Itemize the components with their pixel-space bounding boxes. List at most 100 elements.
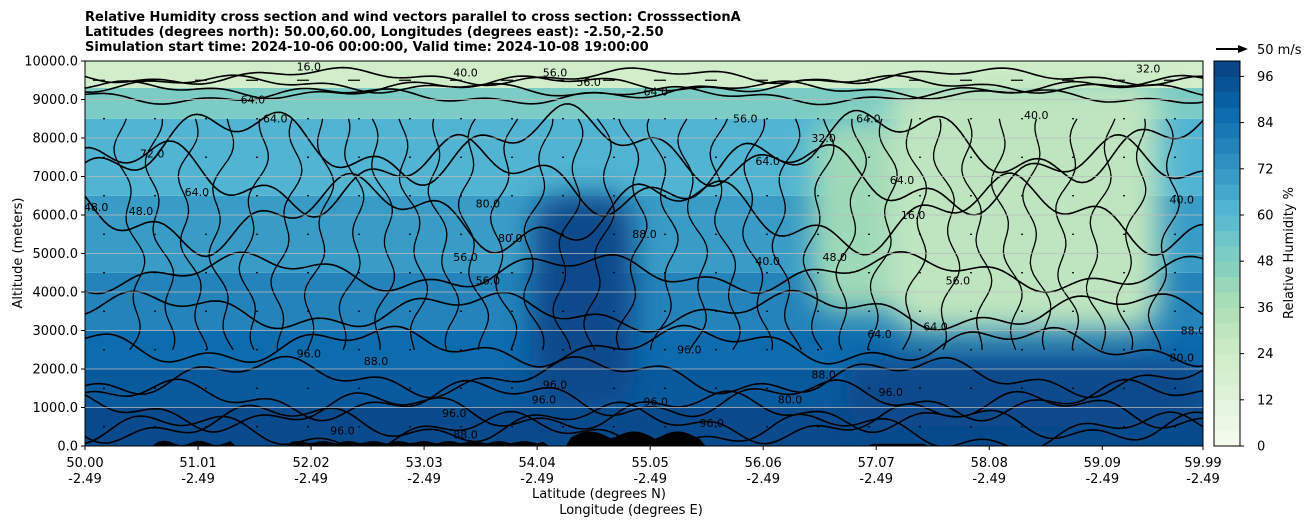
y-tick-label: 0.0 [57,440,78,455]
plume-contour [552,118,584,350]
contour-label: 64.0 [755,155,780,168]
colorbar-segment [1214,76,1240,93]
colorbar-tick-label: 96 [1257,70,1274,85]
contour-line [85,133,1203,218]
contour-label: 88.0 [632,228,657,241]
plume-contour [961,118,993,350]
y-tick-label: 2000.0 [33,363,79,378]
x-tick-label-lon: -2.49 [1085,472,1119,487]
contour-label: 96.0 [532,394,557,407]
colorbar-frame [1213,60,1241,447]
colorbar-segment [1214,184,1240,201]
contour-label: 96.0 [330,424,355,437]
colorbar-segment [1214,307,1240,324]
humidity-region [532,195,634,408]
contour-label: 48.0 [823,251,848,264]
plume-contour [1055,118,1080,350]
contour-label: 64.0 [867,328,892,341]
x-tick-label-lat: 53.03 [405,456,442,471]
contour-label: 96.0 [442,407,467,420]
wind-key: 50 m/s [1216,43,1302,58]
contour-label: 32.0 [1136,63,1161,76]
x-tick-label-lat: 52.02 [292,456,329,471]
contour-label: 96.0 [644,396,669,409]
colorbar-label: Relative Humidity % [1282,187,1297,319]
contour-label: 64.0 [241,93,266,106]
y-tick-label: 4000.0 [33,286,79,301]
colorbar-segment [1214,292,1240,308]
x-tick-label-lon: -2.49 [181,472,215,487]
x-axis-ticks: 50.00-2.4951.01-2.4952.02-2.4953.03-2.49… [66,446,1222,487]
colorbar-segment [1214,276,1240,293]
x-tick-label-lon: -2.49 [407,472,441,487]
plume-contour [427,118,460,350]
y-tick-label: 7000.0 [33,170,79,185]
contour-line [85,74,1203,94]
x-tick-label-lon: -2.49 [520,472,554,487]
contour-label: 56.0 [453,251,478,264]
contour-label: 88.0 [453,428,478,441]
contour-label: 16.0 [297,61,322,74]
plume-contour [677,118,709,351]
contour-line [85,172,1203,258]
plume-contour [457,118,490,350]
colorbar-tick-label: 72 [1257,162,1274,177]
colorbar-segment [1214,415,1240,432]
y-tick-label: 8000.0 [33,132,79,147]
contour-lines [85,66,1203,446]
wind-key-arrowhead [1238,45,1248,53]
colorbar-tick-label: 24 [1257,347,1274,362]
humidity-region [846,361,1203,427]
x-tick-label-lat: 54.04 [519,456,556,471]
colorbar [1214,61,1240,447]
x-tick-label-lat: 59.99 [1184,456,1221,471]
plume-contour [932,118,961,351]
x-axis-label: Latitude (degrees N) [532,487,666,502]
colorbar-segment [1214,384,1240,401]
plume-contour [523,118,554,350]
contour-label: 72.0 [140,147,165,160]
plume-contour [583,118,615,351]
colorbar-segment [1214,399,1240,416]
contour-label: 96.0 [699,417,724,430]
contour-label: 56.0 [543,66,568,79]
contour-labels: 16.0 40.0 56.0 64.0 56.0 64.0 64.0 72.0 48.0 48.0… [85,61,1206,441]
x-tick-label-lon: -2.49 [859,472,893,487]
colorbar-tick-label: 12 [1257,393,1274,408]
colorbar-segment [1214,138,1240,154]
contour-label: 96.0 [297,347,322,360]
contour-label: 64.0 [923,321,948,334]
y-tick-label: 3000.0 [33,324,79,339]
colorbar-segment [1214,168,1240,185]
contour-line [85,85,1203,106]
contour-label: 80.0 [498,232,523,245]
y-axis-label: Altitude (meters) [11,198,26,309]
x-axis-label-2: Longitude (degrees E) [559,503,703,518]
colorbar-segment [1214,61,1240,77]
contour-label: 40.0 [1169,193,1194,206]
colorbar-segment [1214,369,1240,385]
contour-label: 80.0 [1169,351,1194,364]
colorbar-segment [1214,122,1240,139]
contour-label: 64.0 [644,86,669,99]
plume-contour [398,118,429,350]
plume-contour [208,118,235,351]
plume-contour [144,118,176,351]
wind-key-label: 50 m/s [1257,43,1302,58]
contour-label: 56.0 [576,76,601,89]
contour-label: 80.0 [778,394,803,407]
chart-title-line-3: Simulation start time: 2024-10-06 00:00:… [85,40,649,55]
plume-contour [802,118,835,351]
contour-label: 32.0 [811,132,836,145]
plume-contour [371,118,396,350]
contour-label: 56.0 [476,274,501,287]
contour-label: 64.0 [890,174,915,187]
y-tick-label: 6000.0 [33,209,79,224]
colorbar-segment [1214,107,1240,124]
x-tick-label-lat: 57.07 [858,456,895,471]
contour-label: 88.0 [1181,324,1206,337]
grid-lines [85,61,1203,446]
chart-title-line-2: Latitudes (degrees north): 50.00,60.00, … [85,25,664,40]
contour-label: 40.0 [1024,109,1049,122]
plume-contour [1022,118,1052,350]
